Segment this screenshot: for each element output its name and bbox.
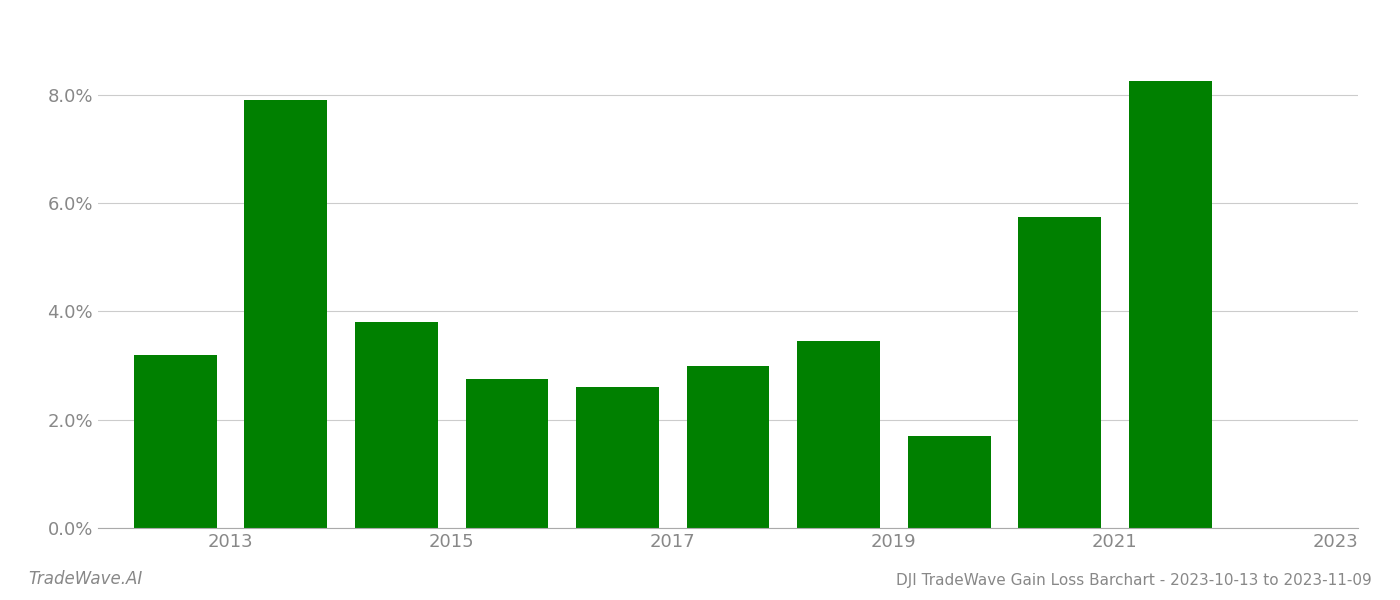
Bar <box>1128 82 1211 528</box>
Bar <box>797 341 881 528</box>
Bar <box>575 387 659 528</box>
Bar <box>245 100 328 528</box>
Bar <box>907 436 991 528</box>
Bar <box>465 379 549 528</box>
Bar <box>134 355 217 528</box>
Text: DJI TradeWave Gain Loss Barchart - 2023-10-13 to 2023-11-09: DJI TradeWave Gain Loss Barchart - 2023-… <box>896 573 1372 588</box>
Text: TradeWave.AI: TradeWave.AI <box>28 570 143 588</box>
Bar <box>686 365 770 528</box>
Bar <box>356 322 438 528</box>
Bar <box>1018 217 1100 528</box>
